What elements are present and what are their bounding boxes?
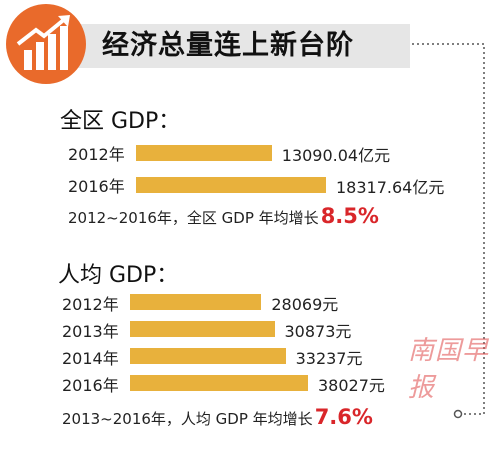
- bar-per-capita-2014: [130, 348, 286, 364]
- page-title: 经济总量连上新台阶: [102, 30, 354, 61]
- growth-note-gdp: 2012~2016年，全区 GDP 年均增长8.5%: [68, 204, 379, 228]
- growth-note-per-capita: 2013~2016年，人均 GDP 年均增长7.6%: [62, 405, 373, 429]
- bar-value: 28069元: [271, 295, 339, 314]
- growth-value: 8.5%: [320, 204, 379, 228]
- growth-text: 2012~2016年，全区 GDP 年均增长: [68, 209, 319, 227]
- bar-per-capita-2016: [130, 375, 308, 391]
- bar-value: 38027元: [318, 376, 385, 395]
- row-label: 2012年: [62, 295, 119, 314]
- row-label: 2014年: [62, 349, 119, 368]
- row-label: 2013年: [62, 322, 119, 341]
- bar-gdp-2016: [136, 177, 326, 193]
- bar-value: 33237元: [295, 349, 363, 368]
- row-label: 2016年: [62, 376, 119, 395]
- section-title-gdp: 全区 GDP：: [60, 109, 181, 134]
- bar-per-capita-2013: [130, 321, 275, 337]
- bar-chart-growth-icon: [6, 4, 86, 84]
- bar-gdp-2012: [136, 145, 272, 161]
- header-band: [40, 24, 410, 68]
- header: 经济总量连上新台阶: [0, 0, 410, 88]
- bar-value: 18317.64亿元: [336, 178, 445, 197]
- bar-per-capita-2012: [130, 294, 262, 310]
- bar-value: 30873元: [284, 322, 352, 341]
- section-title-per-capita: 人均 GDP：: [58, 263, 179, 288]
- row-label: 2012年: [68, 145, 125, 164]
- growth-value: 7.6%: [314, 405, 373, 429]
- watermark-logo: 南国早报: [408, 336, 490, 403]
- bar-value: 13090.04亿元: [281, 146, 391, 165]
- row-label: 2016年: [68, 177, 125, 196]
- growth-text: 2013~2016年，人均 GDP 年均增长: [62, 410, 313, 428]
